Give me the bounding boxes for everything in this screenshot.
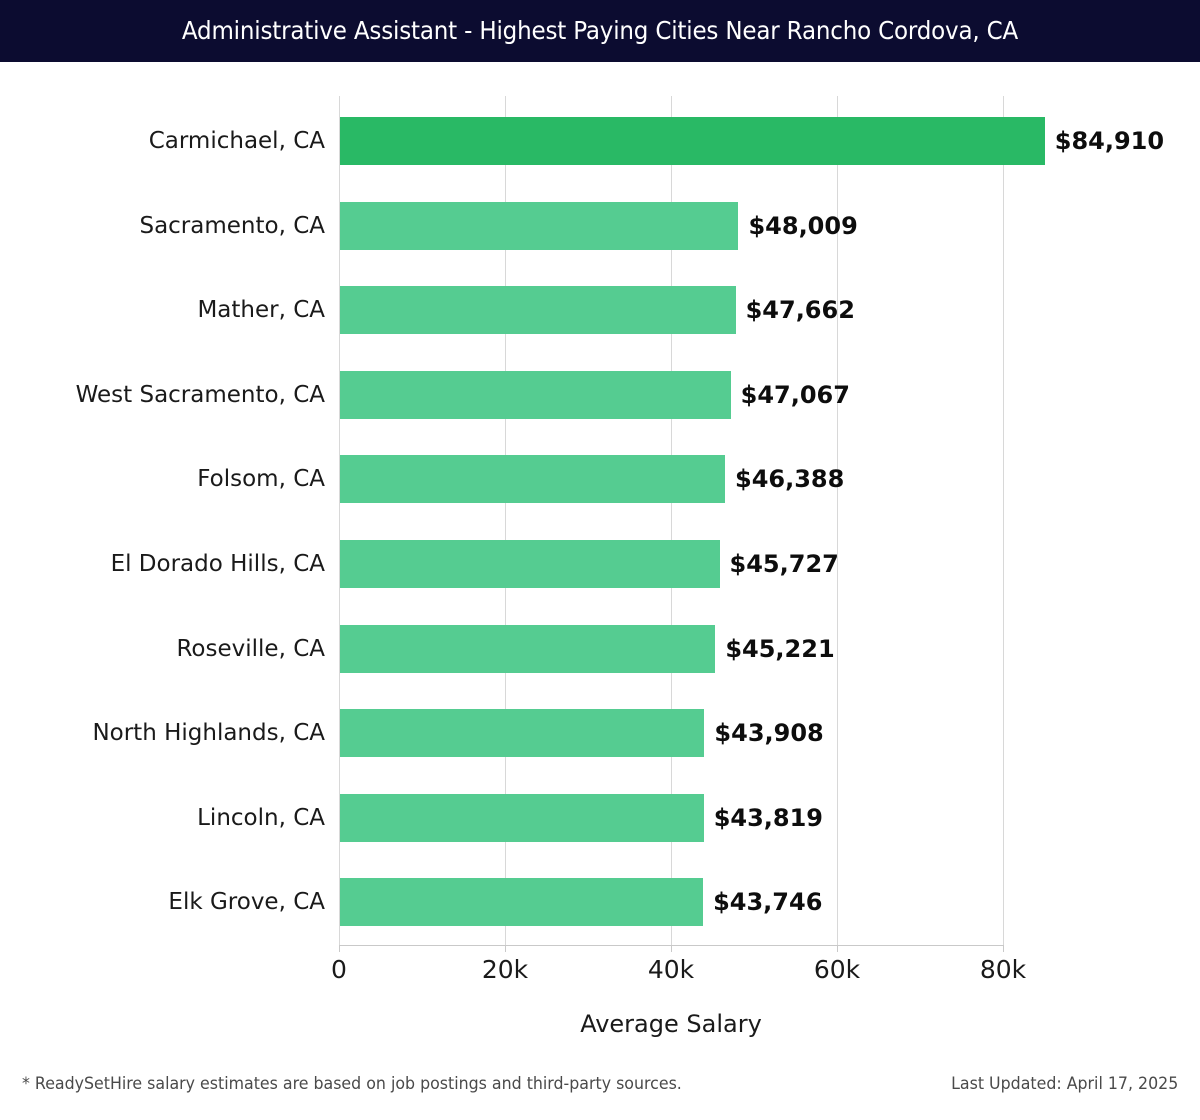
bar-row[interactable]: El Dorado Hills, CA $45,727 [0,540,1200,588]
tick-mark-40k [671,945,672,952]
bar[interactable] [340,709,705,758]
bar-value-label: $47,067 [740,380,850,409]
bar[interactable] [340,201,739,250]
x-axis-title: Average Salary [580,1010,762,1038]
gridline-60k [837,96,838,945]
tick-mark-20k [505,945,506,952]
gridline-0 [339,96,340,945]
bar-row[interactable]: Roseville, CA $45,221 [0,624,1200,673]
bar-value-label: $45,221 [725,634,835,663]
bar-value-label: $43,819 [713,803,823,832]
bar-value-label: $45,727 [729,550,839,578]
bar-row[interactable]: Lincoln, CA $43,819 [0,793,1200,842]
bar-value-label: $48,009 [748,211,858,240]
bar-value-label: $43,908 [714,719,824,748]
category-label: Folsom, CA [197,466,325,493]
x-tick-label: 40k [647,955,695,984]
bar-row[interactable]: North Highlands, CA $43,908 [0,709,1200,758]
bar[interactable] [340,540,720,588]
x-tick-label: 60k [813,955,861,984]
bar-row[interactable]: Elk Grove, CA $43,746 [0,878,1200,927]
bar-row[interactable]: West Sacramento, CA $47,067 [0,370,1200,419]
x-tick-label: 20k [481,955,529,984]
bar[interactable] [340,455,726,504]
category-label: Roseville, CA [176,635,325,662]
category-label: North Highlands, CA [92,720,325,747]
bar-value-label: $46,388 [735,465,845,494]
bar-row[interactable]: Sacramento, CA $48,009 [0,201,1200,250]
bar[interactable] [340,624,716,673]
gridline-80k [1003,96,1004,945]
page-title: Administrative Assistant - Highest Payin… [181,16,1019,45]
category-label: El Dorado Hills, CA [110,551,325,577]
footer-last-updated: Last Updated: April 17, 2025 [950,1074,1178,1094]
category-label: Sacramento, CA [139,212,325,239]
bar[interactable] [340,878,704,927]
bar[interactable] [340,793,704,842]
tick-mark-80k [1003,945,1004,952]
x-tick-label: 0 [331,955,347,984]
category-label: Carmichael, CA [148,128,325,154]
tick-mark-0 [339,945,340,952]
category-label: Elk Grove, CA [168,889,325,916]
plot-area [339,96,1004,945]
bar[interactable] [340,117,1045,165]
bar[interactable] [340,286,736,335]
gridline-40k [671,96,672,945]
category-label: West Sacramento, CA [75,381,325,408]
bar-row[interactable]: Mather, CA $47,662 [0,286,1200,335]
bar-row[interactable]: Folsom, CA $46,388 [0,455,1200,504]
x-tick-label: 80k [979,955,1027,984]
bar-value-label: $47,662 [745,296,855,325]
footer-disclaimer: * ReadySetHire salary estimates are base… [22,1074,682,1094]
bar-row[interactable]: Carmichael, CA $84,910 [0,117,1200,165]
chart-header-bar: Administrative Assistant - Highest Payin… [0,0,1200,62]
bar-value-label: $84,910 [1054,127,1165,155]
bar-value-label: $43,746 [713,888,823,917]
category-label: Lincoln, CA [197,804,325,831]
category-label: Mather, CA [197,297,325,324]
tick-mark-60k [837,945,838,952]
gridline-20k [505,96,506,945]
bar[interactable] [340,370,731,419]
